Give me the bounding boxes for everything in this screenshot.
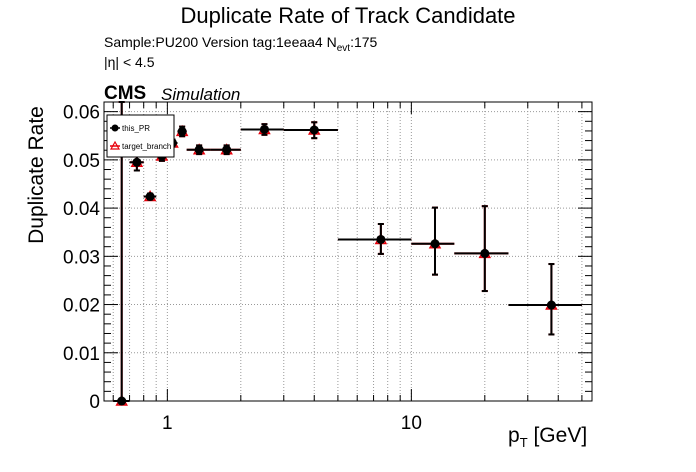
x-axis-label: pT [GeV] [508, 424, 587, 450]
y-tick-label: 0.01 [63, 344, 100, 365]
axis-ticks: 1 10 0 0.01 0.02 0.03 0.04 0.05 0.06 [63, 101, 592, 434]
x-axis-label-unit: [GeV] [527, 424, 588, 447]
marker-circle [376, 234, 386, 244]
legend-marker [109, 140, 121, 150]
chart-title: Duplicate Rate of Track Candidate [180, 3, 516, 28]
legend-box [106, 114, 175, 158]
simulation-label: Simulation [161, 85, 241, 104]
y-tick-label: 0.06 [63, 103, 100, 124]
marker-circle [177, 126, 187, 136]
legend-label: this_PR [122, 124, 150, 133]
data-points [113, 101, 582, 406]
marker-circle [259, 124, 269, 134]
marker-circle [145, 192, 155, 202]
grid-lines [104, 102, 592, 401]
marker-circle [546, 300, 556, 310]
sample-info-text: Sample:PU200 Version tag:1eeaa4 N [104, 34, 337, 50]
eta-cut-label: |η| < 4.5 [104, 54, 155, 70]
x-axis-label-sub: T [519, 435, 528, 451]
x-axis-label-p: p [508, 424, 520, 447]
x-tick-label: 10 [401, 413, 422, 434]
marker-circle [309, 125, 319, 135]
y-tick-label: 0.04 [63, 199, 100, 220]
y-tick-label: 0.02 [63, 296, 100, 317]
legend-label: target_branch [122, 142, 171, 151]
marker-circle [194, 145, 204, 155]
plot-frame [103, 101, 593, 402]
nevt-subscript: evt [336, 42, 351, 54]
marker-circle [480, 248, 490, 258]
y-tick-label: 0.03 [63, 247, 100, 268]
marker-circle [132, 157, 142, 167]
marker-circle [430, 239, 440, 249]
legend-marker [111, 124, 119, 132]
y-tick-label: 0 [89, 392, 100, 413]
cms-label: CMS [104, 83, 147, 104]
sample-info-line: Sample:PU200 Version tag:1eeaa4 Nevt:175 [104, 34, 377, 54]
marker-circle [222, 145, 232, 155]
y-tick-label: 0.05 [63, 151, 100, 172]
legend: this_PR target_branch [106, 114, 175, 158]
nevt-value: :175 [350, 34, 378, 50]
marker-circle [117, 396, 127, 406]
x-tick-label: 1 [162, 413, 173, 434]
